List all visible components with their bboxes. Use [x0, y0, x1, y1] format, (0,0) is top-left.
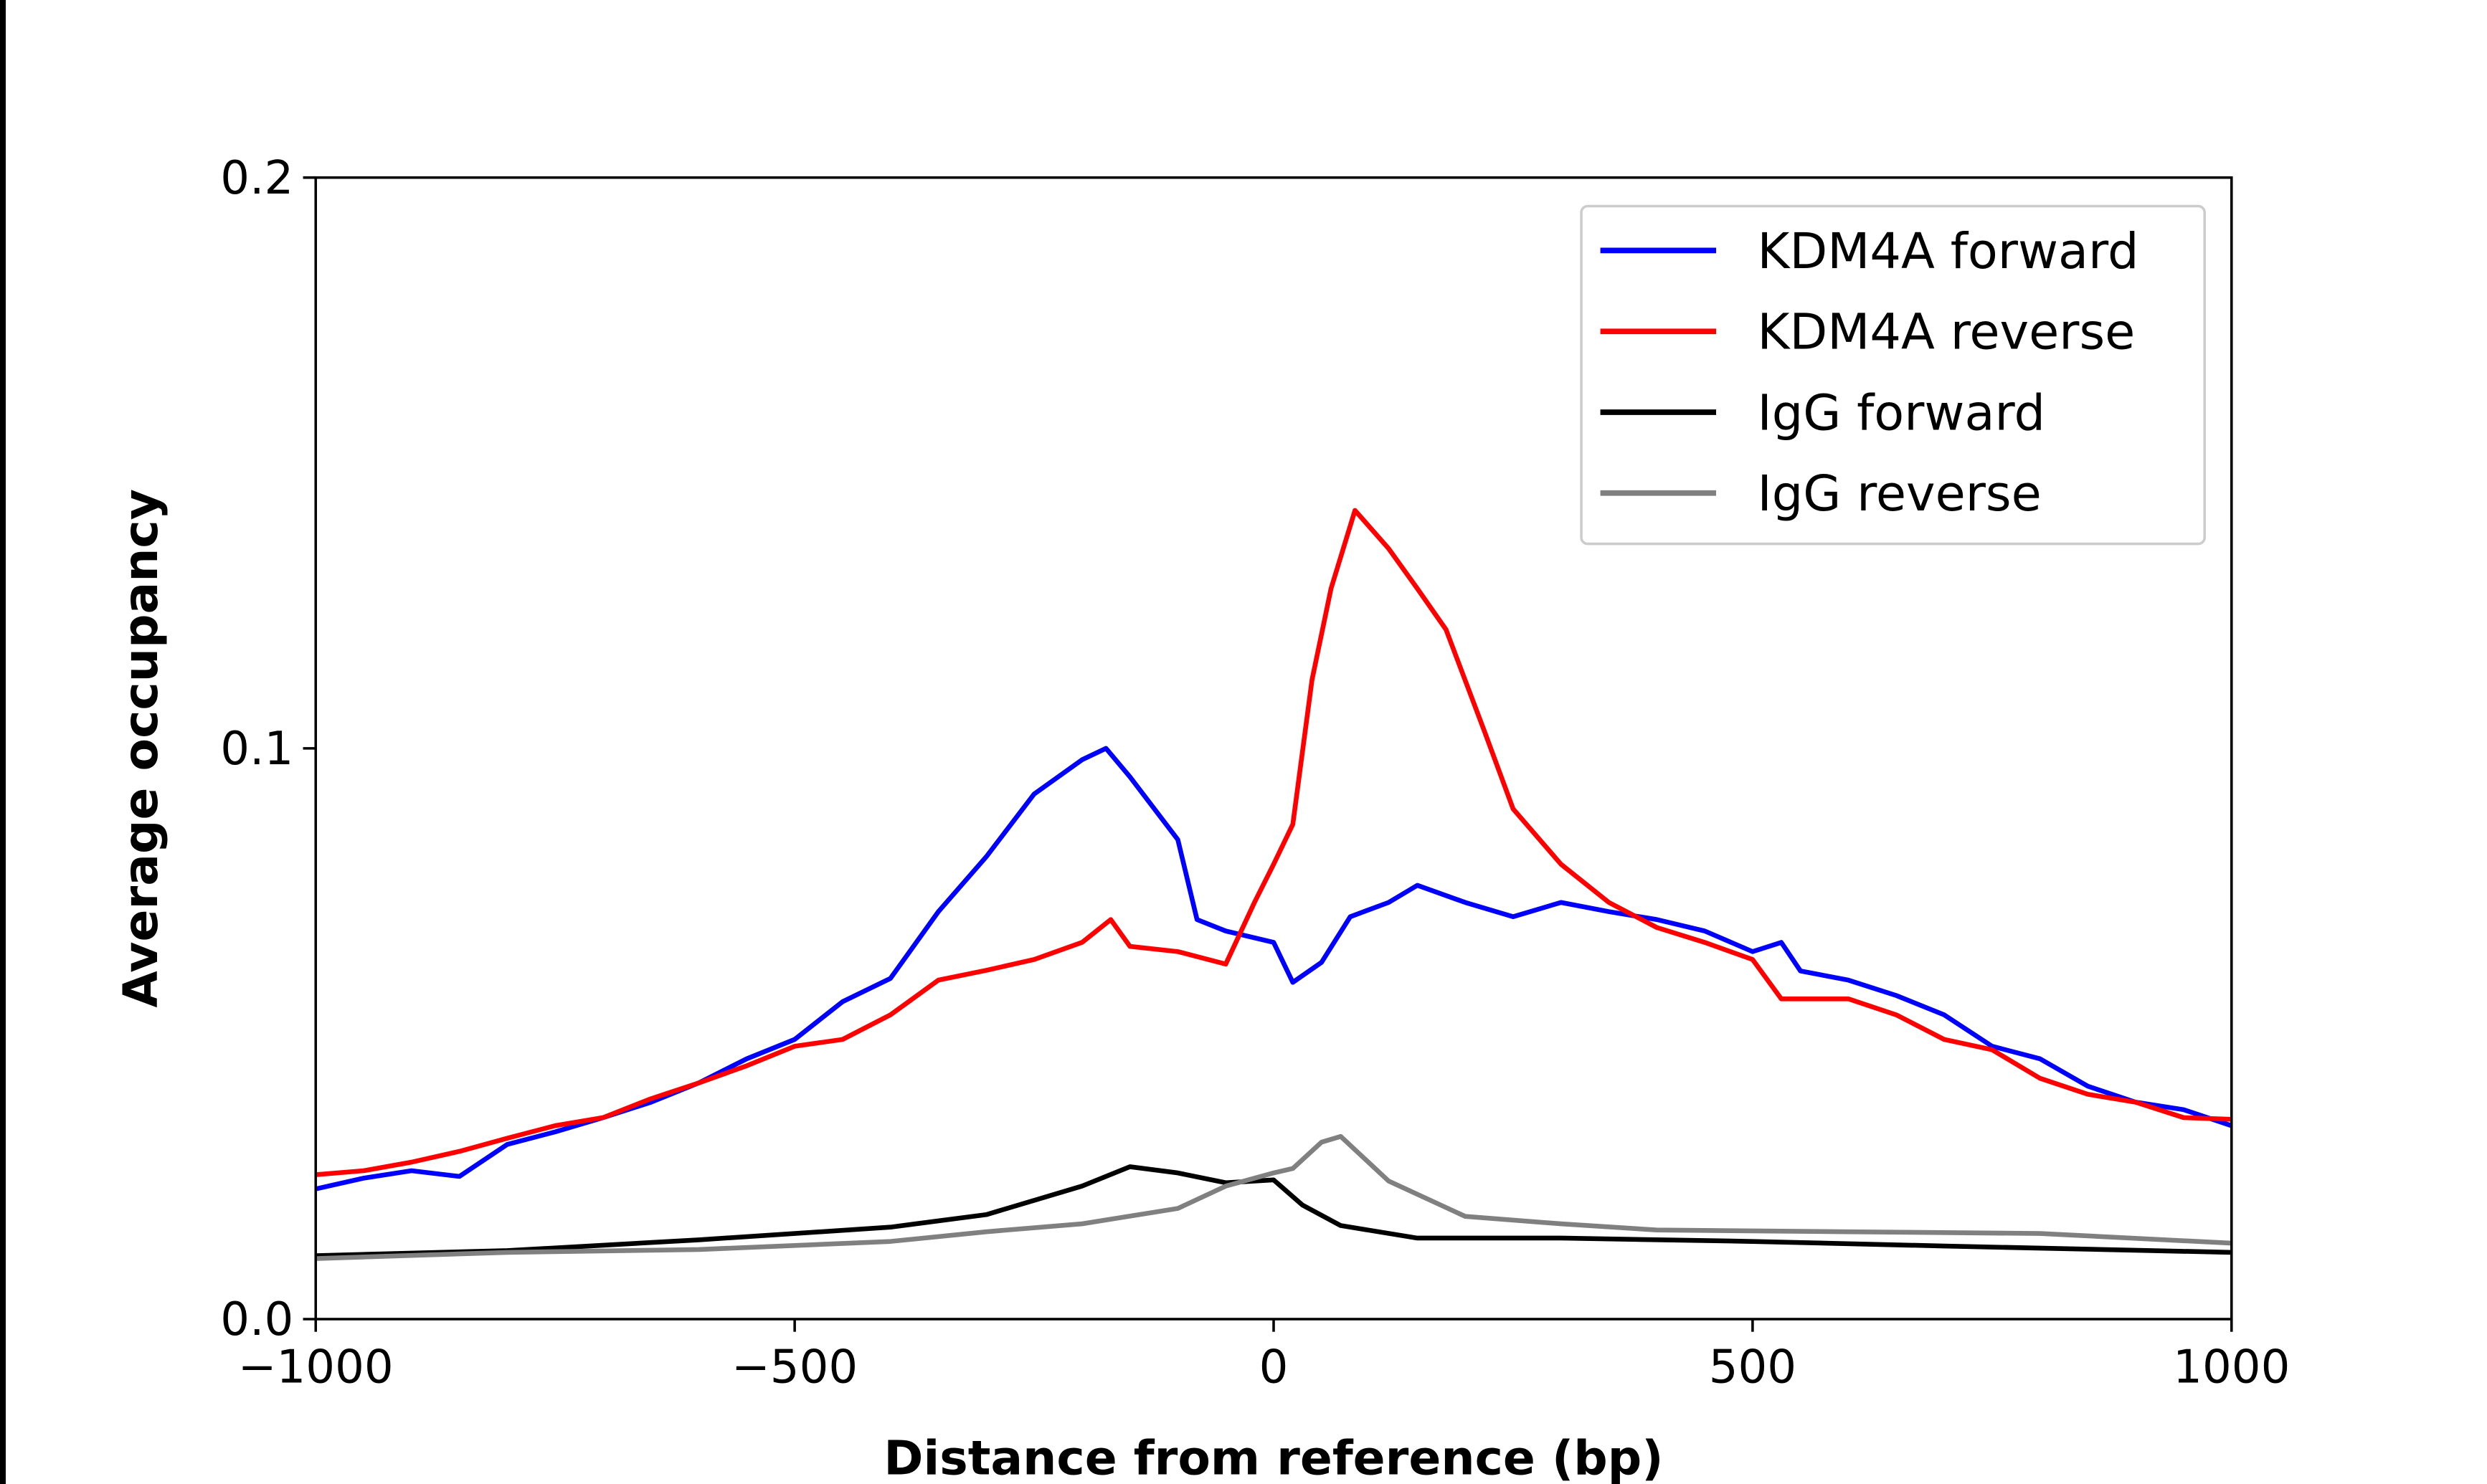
legend-label: IgG reverse	[1758, 465, 2042, 523]
y-axis: 0.0 0.1 0.2	[220, 151, 316, 1346]
series-line-igg-reverse	[316, 1133, 2232, 1261]
x-tick-label: 0	[1259, 1340, 1289, 1394]
legend-box	[1580, 204, 2206, 546]
y-tick-label: 0.0	[220, 1293, 293, 1346]
x-tick-label: 1000	[2173, 1340, 2290, 1394]
y-axis-label: Average occupancy	[113, 489, 169, 1008]
y-tick-label: 0.1	[220, 722, 293, 776]
x-tick-label: −1000	[238, 1340, 394, 1394]
series-line-kdm4a-reverse	[315, 508, 2232, 1177]
left-border	[0, 0, 6, 1484]
series-line-kdm4a-forward	[315, 746, 2232, 1192]
legend-label: KDM4A forward	[1758, 223, 2139, 280]
series-line-igg-forward	[316, 1164, 2232, 1258]
legend-label: KDM4A reverse	[1758, 304, 2136, 361]
legend: KDM4A forward KDM4A reverse IgG forward IgG…	[1580, 204, 2206, 546]
legend-label: IgG forward	[1758, 384, 2045, 442]
x-axis-label: Distance from reference (bp)	[884, 1430, 1663, 1484]
x-tick-label: 500	[1709, 1340, 1796, 1394]
x-tick-label: −500	[731, 1340, 858, 1394]
y-tick-label: 0.2	[220, 151, 293, 205]
series-lines	[315, 508, 2232, 1261]
x-axis: −1000 −500 0 500 1000	[238, 1319, 2290, 1394]
